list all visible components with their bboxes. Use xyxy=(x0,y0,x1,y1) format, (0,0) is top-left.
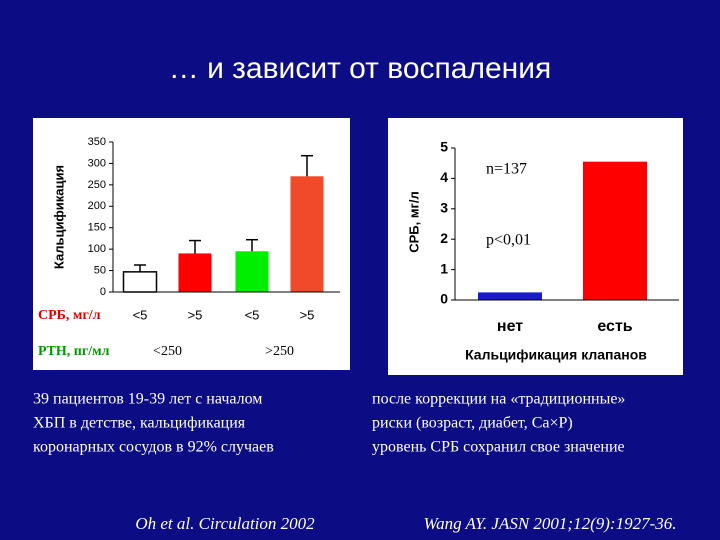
error-bar xyxy=(134,264,146,272)
slide-title: … и зависит от воспаления xyxy=(169,52,551,85)
x-tick-label: <5 xyxy=(245,307,260,322)
body-text: ХБП в детстве, кальцификация xyxy=(33,415,246,432)
group-label: >250 xyxy=(265,344,294,359)
y-tick-label: 100 xyxy=(88,243,106,255)
body-text: риски (возраст, диабет, Ca×P) xyxy=(372,415,573,432)
y-tick-label: 4 xyxy=(440,169,448,185)
citation: Wang AY. JASN 2001;12(9):1927-36. xyxy=(424,514,677,533)
x-tick-label: есть xyxy=(597,318,632,335)
y-tick-label: 1 xyxy=(440,260,448,276)
y-tick-label: 50 xyxy=(94,264,106,276)
citation: Oh et al. Circulation 2002 xyxy=(135,514,315,533)
body-text: коронарных сосудов в 92% случаев xyxy=(33,439,274,456)
annotation: n=137 xyxy=(486,161,527,178)
bar xyxy=(583,161,647,300)
y-axis-label: СРБ, мг/л xyxy=(406,191,421,253)
bar xyxy=(235,251,269,292)
y-tick-label: 350 xyxy=(88,136,106,148)
x-axis-label: Кальцификация клапанов xyxy=(465,347,647,363)
y-tick-label: 150 xyxy=(88,222,106,234)
y-tick-label: 5 xyxy=(440,139,448,155)
y-tick-label: 0 xyxy=(100,286,106,298)
body-text: уровень СРБ сохранил свое значение xyxy=(372,439,625,456)
y-tick-label: 3 xyxy=(440,200,448,216)
row-label: СРБ, мг/л xyxy=(38,308,101,323)
x-tick-label: <5 xyxy=(133,307,148,322)
bar xyxy=(478,292,542,300)
x-tick-label: >5 xyxy=(188,307,203,322)
error-bar xyxy=(246,238,258,252)
bar xyxy=(122,271,158,293)
annotation: p<0,01 xyxy=(486,232,531,249)
bar xyxy=(178,253,212,292)
error-bar xyxy=(301,154,313,177)
y-tick-label: 0 xyxy=(440,291,448,307)
y-tick-label: 250 xyxy=(88,179,106,191)
y-tick-label: 2 xyxy=(440,230,448,246)
x-tick-label: нет xyxy=(497,318,523,335)
error-bar xyxy=(189,239,201,254)
body-text: 39 пациентов 19-39 лет с началом xyxy=(33,391,262,408)
y-axis-label: Кальцификация xyxy=(51,165,66,269)
x-tick-label: >5 xyxy=(300,307,315,322)
y-tick-label: 300 xyxy=(88,157,106,169)
body-text: после коррекции на «традиционные» xyxy=(372,391,625,408)
y-tick-label: 200 xyxy=(88,200,106,212)
row-label: PTH, пг/мл xyxy=(38,344,110,359)
group-label: <250 xyxy=(153,344,182,359)
bar xyxy=(290,176,324,292)
